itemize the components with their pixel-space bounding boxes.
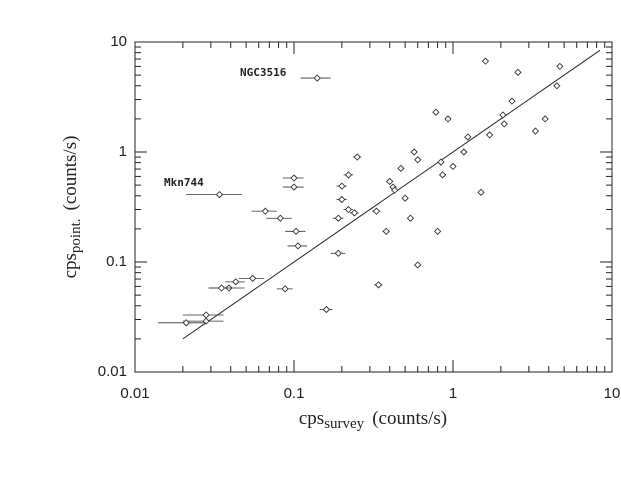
point <box>541 115 549 123</box>
point <box>414 156 422 164</box>
point <box>215 190 224 199</box>
point <box>344 171 353 179</box>
point <box>556 62 564 71</box>
point <box>414 261 422 269</box>
y-tick-label: 0.01 <box>98 363 127 380</box>
point <box>202 311 210 319</box>
point <box>486 131 494 139</box>
point <box>313 74 321 82</box>
point <box>444 115 452 123</box>
annotation: Mkn744 <box>164 176 204 189</box>
y-tick-label: 0.1 <box>106 253 127 270</box>
point <box>182 319 190 327</box>
annotation: NGC3516 <box>240 66 287 79</box>
point <box>217 284 226 292</box>
point <box>353 153 361 161</box>
y-tick-label: 1 <box>119 143 127 160</box>
point <box>477 188 485 196</box>
point <box>401 194 409 202</box>
point <box>410 148 418 156</box>
x-tick-label: 0.1 <box>284 385 305 402</box>
point <box>481 57 490 65</box>
point <box>294 242 302 250</box>
point <box>382 227 390 235</box>
point <box>499 111 507 119</box>
point <box>290 174 298 182</box>
point <box>334 249 342 257</box>
point <box>374 281 383 289</box>
point <box>386 177 394 186</box>
x-tick-label: 10 <box>604 385 621 402</box>
point <box>261 207 269 215</box>
point <box>290 183 298 191</box>
y-axis-label: cpspoint.(counts/s) <box>60 136 84 279</box>
x-axis-label: cpssurvey (counts/s) <box>299 408 447 432</box>
plot-frame <box>134 41 613 373</box>
point <box>514 68 522 76</box>
point <box>460 148 468 156</box>
point <box>372 207 381 215</box>
point <box>344 205 353 214</box>
point <box>433 227 442 235</box>
point <box>432 108 440 116</box>
point <box>406 214 415 222</box>
point <box>438 171 447 179</box>
point <box>553 82 561 90</box>
fit-line <box>182 49 601 340</box>
point <box>202 317 210 325</box>
point <box>350 209 359 217</box>
point <box>437 158 445 166</box>
point <box>391 186 399 194</box>
point <box>281 285 289 293</box>
point <box>464 133 472 141</box>
point <box>334 214 342 222</box>
x-tick-label: 1 <box>449 385 457 402</box>
y-tick-label: 10 <box>110 33 127 50</box>
point <box>338 182 346 190</box>
point <box>338 195 346 204</box>
point <box>449 162 457 171</box>
point <box>500 120 508 128</box>
point <box>397 164 405 172</box>
point <box>249 274 257 282</box>
x-tick-label: 0.01 <box>120 385 149 402</box>
point <box>508 97 516 105</box>
point <box>232 278 240 286</box>
point <box>322 305 331 314</box>
point <box>292 227 300 235</box>
point <box>531 127 540 135</box>
point <box>276 214 284 222</box>
